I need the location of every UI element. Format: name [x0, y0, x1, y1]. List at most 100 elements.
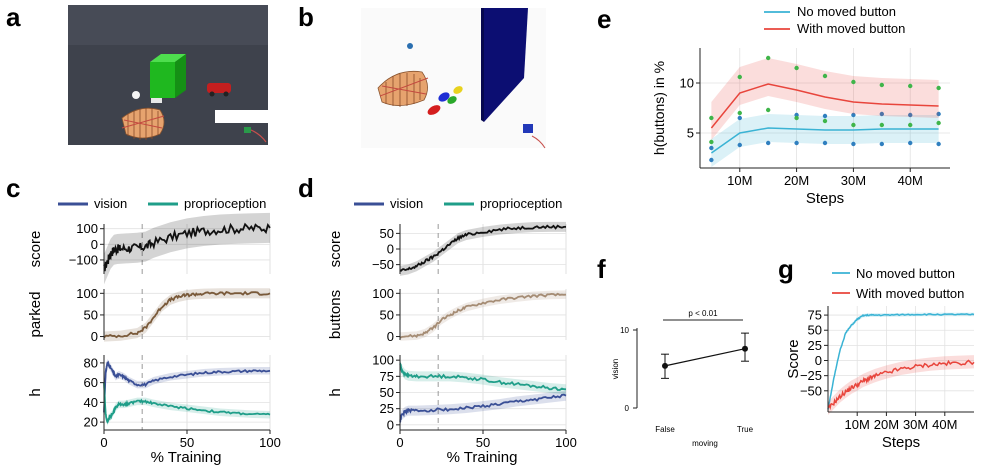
y-tick-label: −50 [800, 383, 822, 398]
blue-button-icon [438, 92, 450, 102]
y-tick-label: 40 [84, 395, 98, 410]
panel-label-b: b [298, 2, 314, 32]
panel-label-f: f [597, 254, 606, 284]
mean-point [662, 362, 668, 369]
y-axis-label: score [327, 231, 344, 268]
chart-c-h: 0 50 100 20 40 60 80 h [27, 355, 281, 450]
data-point [908, 112, 913, 118]
x-tick-label: 20M [784, 173, 809, 188]
y-tick-label: 20 [84, 415, 98, 430]
data-point [737, 74, 742, 80]
y-tick-label: 25 [808, 338, 822, 353]
x-axis-label: moving [692, 439, 718, 448]
y-axis-label: buttons [327, 290, 344, 339]
series-with-moved-button [827, 359, 975, 411]
data-point [709, 139, 714, 145]
ribcage-model-icon [377, 70, 429, 107]
data-point [709, 145, 714, 151]
data-point [794, 140, 799, 146]
band-vision [400, 390, 566, 427]
y-axis-label: score [27, 231, 44, 268]
band-with-moved-button [828, 355, 974, 416]
y-tick-label: 100 [76, 286, 98, 301]
panel-label-e: e [597, 4, 611, 34]
x-tick-label: 50 [476, 435, 490, 450]
x-axis-label: Steps [882, 434, 920, 451]
chart-d-buttons: 0 50 100 buttons [327, 286, 567, 344]
panel-label-d: d [298, 173, 314, 203]
scene-image-b [361, 8, 546, 149]
yellow-button-icon [453, 86, 463, 94]
series-proprioception [399, 362, 567, 391]
svg-text:No moved button: No moved button [797, 4, 896, 19]
series-proprioception [103, 382, 271, 424]
y-tick-label: 100 [372, 286, 394, 301]
series-with-moved-button [710, 83, 939, 129]
x-tick-label: 30M [903, 417, 928, 432]
x-tick-label: 20M [874, 417, 899, 432]
xlabel-c: % Training [151, 449, 222, 465]
data-point [765, 55, 771, 61]
data-point [879, 111, 885, 117]
svg-text:With moved button: With moved button [797, 21, 905, 36]
blue-cube-icon [523, 124, 533, 133]
x-tick-label: 100 [259, 435, 281, 450]
data-point [822, 73, 828, 79]
chart-d-score: 500−50 score [327, 221, 567, 276]
series-score [103, 222, 271, 272]
y-tick-label: 0 [387, 242, 394, 257]
data-point [936, 85, 941, 91]
y-tick-label: 50 [84, 307, 98, 322]
x-tick-label: 40M [898, 173, 923, 188]
data-point [709, 115, 714, 121]
x-axis-label: Steps [806, 190, 844, 207]
legend-d: vision proprioception [354, 196, 562, 211]
chart-c-parked: 0 50 100 parked [27, 286, 271, 344]
y-axis-label: parked [27, 292, 44, 338]
y-axis-label: h [327, 388, 344, 396]
svg-text:proprioception: proprioception [184, 196, 266, 211]
band-proprioception [104, 378, 270, 426]
series-no-moved-button [827, 313, 975, 410]
red-button-icon [427, 105, 441, 115]
x-tick-label: 100 [555, 435, 577, 450]
panel-label-c: c [6, 173, 20, 203]
data-point [851, 112, 856, 118]
band-parked [104, 288, 270, 342]
y-tick-label: 0 [91, 329, 98, 344]
green-button-icon [447, 96, 457, 104]
x-tick-label: 0 [100, 435, 107, 450]
data-point [737, 142, 742, 148]
legend-c: vision proprioception [58, 196, 266, 211]
data-point [908, 83, 913, 89]
data-point [794, 115, 799, 121]
y-tick-label: 10 [620, 326, 629, 335]
series-score [399, 224, 567, 272]
data-point [737, 115, 742, 121]
series-buttons [399, 292, 567, 339]
chart-e: 10M 20M 30M 40M 5 10 h(buttons) in % Steps [651, 48, 950, 207]
y-tick-label: 100 [76, 221, 98, 236]
data-point [936, 120, 941, 126]
chart-f: 0 10 False True vision moving [611, 326, 754, 448]
y-axis-label: h(buttons) in % [651, 61, 667, 155]
scene-image-a [68, 5, 268, 145]
small-object-icon [151, 98, 162, 103]
y-tick-label: 50 [808, 323, 822, 338]
data-point [822, 118, 828, 124]
svg-text:vision: vision [94, 196, 127, 211]
y-tick-label: 0 [815, 353, 822, 368]
x-tick-label: 50 [180, 435, 194, 450]
data-point [851, 141, 856, 147]
y-tick-label: 50 [380, 226, 394, 241]
x-tick-label: 10M [727, 173, 752, 188]
svg-text:No moved button: No moved button [856, 266, 955, 281]
data-point [765, 107, 771, 113]
data-point [936, 111, 941, 117]
data-point [765, 140, 771, 146]
y-tick-label: −25 [800, 368, 822, 383]
